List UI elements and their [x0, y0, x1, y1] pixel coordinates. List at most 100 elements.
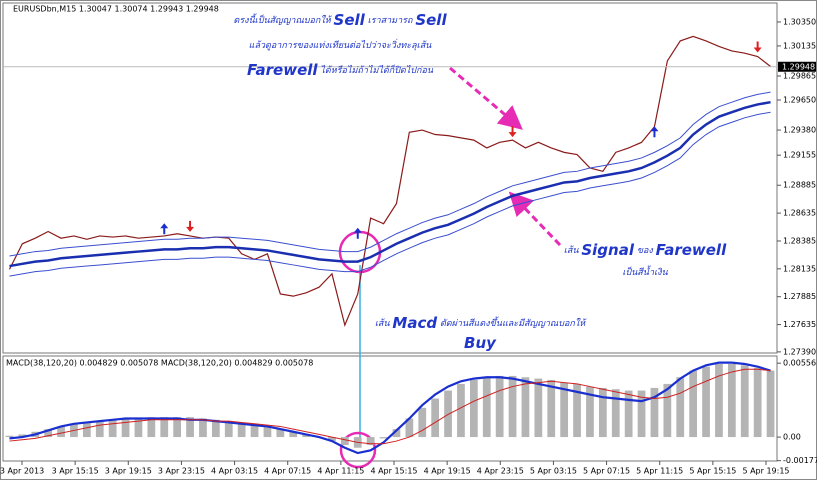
y-tick-label: 1.27635 [783, 320, 816, 329]
histogram-bar [5, 435, 14, 438]
x-tick-label: 4 Apr 07:15 [264, 467, 311, 476]
series-line [9, 91, 771, 257]
histogram-bar [186, 417, 194, 438]
histogram-bar [147, 417, 156, 438]
annotation-part: Macd [392, 314, 437, 332]
histogram-bar [82, 422, 91, 438]
annotation-part: เป็นสีน้ำเงิน [622, 265, 668, 278]
x-tick-label: 5 Apr 07:15 [583, 467, 630, 476]
y-tick-label: 1.28885 [783, 181, 816, 190]
annotation: Farewell ได้หรือไม่ถ้าไม่ได้ก็ปิดไปก่อน [247, 61, 434, 79]
annotation: แล้วดูอาการของแท่งเทียนต่อไปว่าจะวิ่งทะล… [249, 38, 433, 51]
histogram-bar [108, 419, 117, 438]
histogram-bar [328, 437, 336, 442]
histogram-bar [57, 426, 65, 438]
histogram-bar [444, 390, 452, 438]
x-tick-label: 3 Apr 19:15 [105, 467, 152, 476]
histogram-bar [560, 382, 569, 438]
annotation-part: เส้น [375, 318, 393, 329]
annotation: Buy [464, 334, 497, 352]
y-tick-label: 1.29155 [783, 151, 816, 160]
histogram-bar [418, 407, 427, 438]
histogram-bar [715, 363, 723, 438]
x-tick-label: 4 Apr 23:15 [477, 467, 524, 476]
histogram-bar [766, 370, 775, 438]
y-tick-label: 1.29380 [783, 126, 816, 135]
histogram-bar [173, 417, 182, 438]
chart-title: EURUSDbn,M15 1.30047 1.30074 1.29943 1.2… [13, 5, 219, 14]
histogram-bar [44, 429, 53, 438]
histogram-bar [263, 426, 272, 438]
histogram-bar [586, 386, 594, 438]
histogram-bar [160, 417, 169, 438]
annotation: เส้น Macd ตัดผ่านสีแดงขึ้นและมีสัญญาณบอก… [375, 314, 587, 332]
x-tick-label: 3 Apr 23:15 [158, 467, 205, 476]
annotation: เส้น Signal ของ Farewell [564, 241, 727, 259]
annotation-part: ของ [634, 246, 656, 256]
macd-pane [2, 355, 778, 462]
highlight-circle [339, 431, 377, 469]
annotation-part: Buy [464, 334, 497, 352]
annotation-part: แล้วดูอาการของแท่งเทียนต่อไปว่าจะวิ่งทะล… [249, 38, 433, 51]
annotation-part: Signal [581, 241, 634, 259]
histogram-bar [740, 365, 749, 438]
histogram-bar [676, 377, 685, 438]
histogram-bar [250, 423, 259, 438]
histogram-bar [689, 370, 698, 438]
histogram-bar [598, 387, 607, 438]
buy-arrow [160, 223, 169, 235]
histogram-bar [340, 437, 349, 446]
last-price-label: 1.29948 [782, 62, 815, 71]
histogram-bar [95, 421, 104, 438]
buy-arrow [353, 227, 362, 239]
annotation-part: Farewell [656, 241, 727, 259]
histogram-bar [611, 389, 620, 438]
sell-arrow [186, 220, 195, 232]
histogram-bar [121, 418, 130, 438]
histogram-bar [134, 418, 143, 438]
x-tick-label: 5 Apr 15:15 [689, 467, 736, 476]
y-tick-label: 1.30350 [783, 17, 816, 26]
x-tick-label: 4 Apr 19:15 [424, 467, 471, 476]
buy-arrow [650, 126, 659, 138]
annotation-part: ได้หรือไม่ถ้าไม่ได้ก็ปิดไปก่อน [318, 64, 434, 76]
y-tick-label: 1.27390 [783, 347, 816, 356]
sell-arrow [508, 126, 517, 138]
histogram-bar [573, 383, 581, 438]
histogram-bar [547, 379, 556, 438]
series-line [9, 361, 771, 455]
annotation-part: Farewell [247, 61, 318, 79]
histogram-bar [237, 422, 246, 438]
sell-arrow [753, 41, 762, 53]
series-line [9, 368, 771, 445]
histogram-bar [753, 367, 762, 438]
x-tick-label: 5 Apr 03:15 [530, 467, 577, 476]
y-tick-label: 0.00556 [783, 359, 816, 368]
y-tick-label: 1.27885 [783, 292, 816, 301]
x-tick-label: 3 Apr 15:15 [52, 467, 99, 476]
annotation-part: เราสามารถ [365, 16, 416, 26]
histogram-bar [650, 387, 659, 438]
annotation-part: เส้น [564, 245, 582, 256]
y-tick-label: 1.29865 [783, 72, 816, 81]
histogram-bar [289, 431, 298, 438]
series-line [8, 35, 771, 328]
histogram-bar [366, 437, 375, 446]
series-line [9, 111, 771, 277]
macd-title: MACD(38,120,20) 0.004829 0.005078 MACD(3… [6, 359, 313, 368]
pointer-arrow [449, 66, 523, 130]
histogram-bar [18, 434, 27, 438]
histogram-bar [521, 377, 530, 438]
histogram-bar [702, 366, 710, 438]
y-tick-label: -0.001775 [783, 456, 817, 465]
histogram-bar [276, 429, 285, 438]
histogram-bar [508, 375, 517, 438]
last-price-box [778, 61, 816, 72]
histogram-bar [211, 419, 220, 438]
x-tick-label: 4 Apr 03:15 [211, 467, 258, 476]
histogram-bar [534, 378, 543, 438]
y-tick-label: 1.30135 [783, 41, 816, 50]
histogram-bar [392, 429, 401, 438]
histogram-bar [379, 437, 388, 439]
x-tick-label: 5 Apr 11:15 [636, 467, 683, 476]
